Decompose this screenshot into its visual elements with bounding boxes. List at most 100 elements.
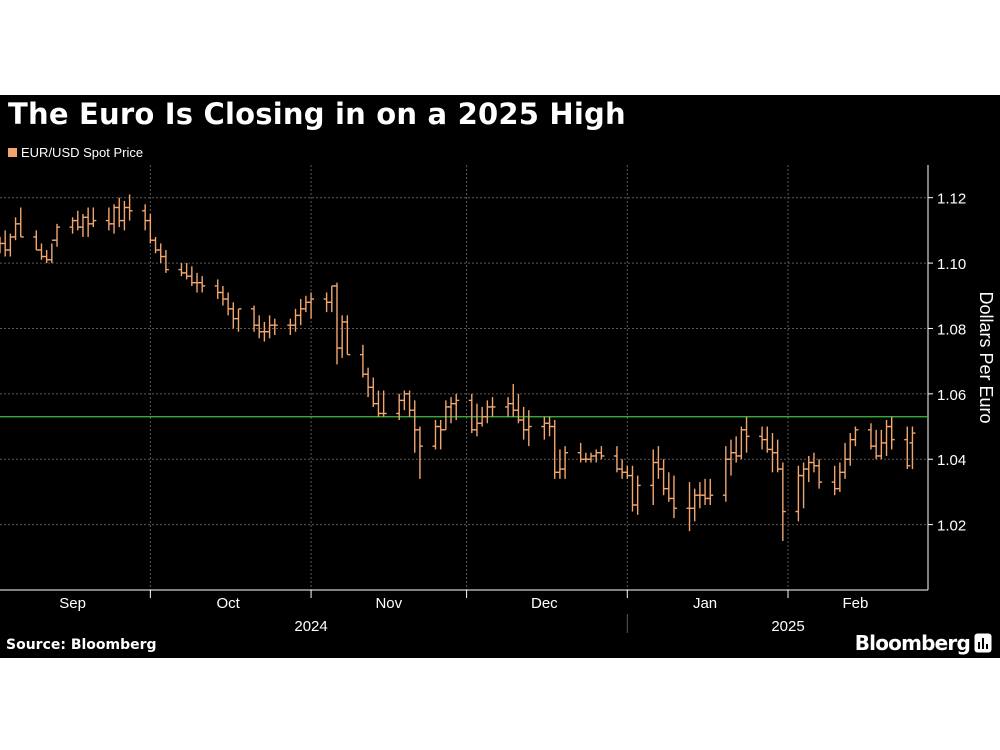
x-month-label: Feb <box>842 595 868 612</box>
ohlc-bar <box>416 426 423 479</box>
ohlc-bar <box>188 266 195 286</box>
ohlc-bar <box>670 475 677 519</box>
ohlc-bar <box>613 446 620 473</box>
ohlc-bar <box>380 390 387 417</box>
ohlc-bar <box>256 315 263 339</box>
chart-title: The Euro Is Closing in on a 2025 High <box>8 97 626 131</box>
ohlc-bar <box>805 455 812 483</box>
ohlc-bar <box>525 410 532 447</box>
ohlc-bar <box>883 420 890 456</box>
ohlc-bar <box>126 194 133 221</box>
ohlc-bar <box>271 318 278 335</box>
ohlc-bar <box>733 436 740 463</box>
ohlc-bar <box>847 433 854 466</box>
ohlc-bar <box>90 207 97 228</box>
ohlc-bar <box>85 207 92 237</box>
ohlc-bar <box>764 426 771 453</box>
ohlc-bar <box>38 243 45 260</box>
ohlc-bar <box>727 439 734 476</box>
ohlc-bar <box>323 292 330 313</box>
bar-chart-icon <box>974 633 992 653</box>
ohlc-bar <box>0 236 3 254</box>
ohlc-bar <box>411 400 418 453</box>
y-tick-label: 1.10 <box>937 256 966 273</box>
ohlc-bar <box>121 200 128 231</box>
ohlc-bar <box>199 276 206 293</box>
ohlc-bar <box>655 446 662 479</box>
ohlc-bar <box>665 472 672 502</box>
ohlc-bar <box>759 426 766 450</box>
ohlc-bar <box>707 478 714 505</box>
ohlc-bar <box>147 214 154 244</box>
ohlc-bar <box>510 384 517 417</box>
ohlc-bar <box>230 302 237 329</box>
ohlc-bar <box>546 416 553 437</box>
ohlc-bar <box>302 295 309 313</box>
ohlc-bar <box>375 390 382 417</box>
ohlc-bar <box>79 214 86 237</box>
brand-logo: Bloomberg <box>855 631 992 655</box>
ohlc-bar <box>619 459 626 479</box>
ohlc-bar <box>650 449 657 505</box>
legend-swatch <box>8 148 17 157</box>
ohlc-bar <box>178 263 185 277</box>
ohlc-bar <box>287 318 294 335</box>
chart-panel: The Euro Is Closing in on a 2025 High EU… <box>0 95 1000 658</box>
ohlc-bar <box>401 390 408 411</box>
ohlc-bar <box>48 239 55 264</box>
ohlc-bar <box>359 344 366 378</box>
ohlc-bar <box>235 308 242 332</box>
ohlc-bar <box>582 452 589 463</box>
ohlc-bar <box>365 367 372 398</box>
ohlc-bar <box>795 465 802 522</box>
x-month-label: Sep <box>59 595 86 612</box>
legend-label: EUR/USD Spot Price <box>21 145 144 160</box>
ohlc-bar <box>888 416 895 450</box>
ohlc-bar <box>219 285 226 306</box>
ohlc-bar <box>370 377 377 407</box>
ohlc-bar <box>468 393 475 434</box>
ohlc-bar <box>473 403 480 437</box>
ohlc-bar <box>297 299 304 326</box>
legend: EUR/USD Spot Price <box>8 145 143 160</box>
ohlc-bar <box>520 406 527 440</box>
ohlc-bar <box>816 459 823 489</box>
ohlc-bar <box>183 263 190 280</box>
ohlc-bar <box>214 279 221 300</box>
ohlc-bar <box>251 305 258 332</box>
ohlc-bar <box>194 272 201 293</box>
ohlc-bar <box>779 462 786 541</box>
ohlc-bar <box>333 282 340 365</box>
ohlc-bar <box>904 426 911 470</box>
ohlc-bar <box>878 429 885 460</box>
ohlc-bar <box>577 442 584 463</box>
ohlc-bar <box>909 426 916 470</box>
x-month-label: Jan <box>693 595 717 612</box>
ohlc-bar <box>442 400 449 431</box>
source-note: Source: Bloomberg <box>6 637 157 653</box>
ohlc-bar <box>598 446 605 460</box>
x-month-label: Oct <box>216 595 240 612</box>
ohlc-bar <box>489 397 496 417</box>
y-tick-label: 1.06 <box>937 387 966 404</box>
ohlc-bar <box>743 416 750 453</box>
ohlc-bar <box>339 315 346 358</box>
ohlc-bar <box>593 449 600 463</box>
ohlc-bar <box>738 426 745 460</box>
ohlc-bar <box>105 207 112 231</box>
plot-area: 1.02 1.04 1.06 1.08 1.10 1.12 Sep Oct Nov Dec Jan F… <box>0 165 996 635</box>
ohlc-bar <box>556 449 563 479</box>
ohlc-bar <box>696 482 703 509</box>
ohlc-bar <box>660 459 667 496</box>
x-year-label: 2025 <box>771 618 804 635</box>
ohlc-bar <box>54 223 61 247</box>
ohlc-bar <box>634 475 641 515</box>
y-axis-title: Dollars Per Euro <box>976 291 996 423</box>
ohlc-bar <box>328 285 335 313</box>
ohlc-bar <box>33 230 40 251</box>
ohlc-bar <box>867 423 874 450</box>
ohlc-bar <box>810 452 817 473</box>
ohlc-bar <box>702 478 709 505</box>
ohlc-bar <box>157 243 164 264</box>
ohlc-bar <box>69 217 76 234</box>
